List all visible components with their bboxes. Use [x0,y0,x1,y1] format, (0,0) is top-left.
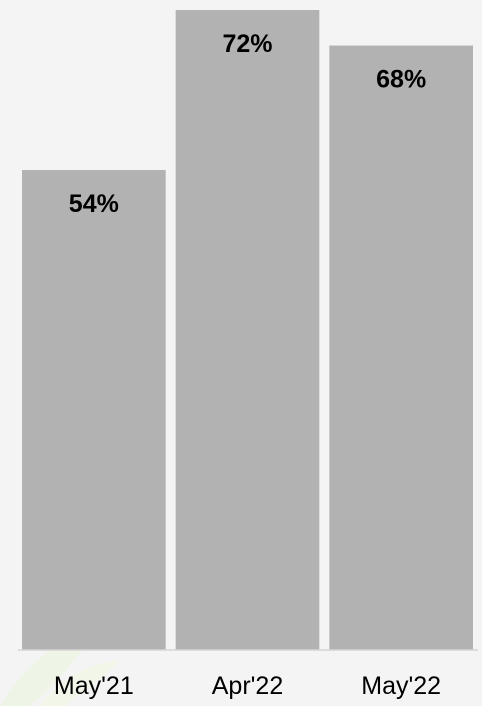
bar-2 [329,45,473,651]
bar-value-label-1: 72% [222,30,272,58]
bars-layer [22,10,473,651]
x-tick-label-0: May'21 [54,672,134,700]
bar-1 [175,10,320,650]
x-tick-labels-layer: May'21 Apr'22 May'22 [54,672,441,700]
bar-value-label-2: 68% [376,66,426,94]
x-tick-label-2: May'22 [361,672,441,700]
value-labels-layer: 54% 72% 68% [69,30,426,218]
bar-0 [22,170,166,650]
x-tick-label-1: Apr'22 [212,672,283,700]
bar-value-label-0: 54% [69,190,119,218]
